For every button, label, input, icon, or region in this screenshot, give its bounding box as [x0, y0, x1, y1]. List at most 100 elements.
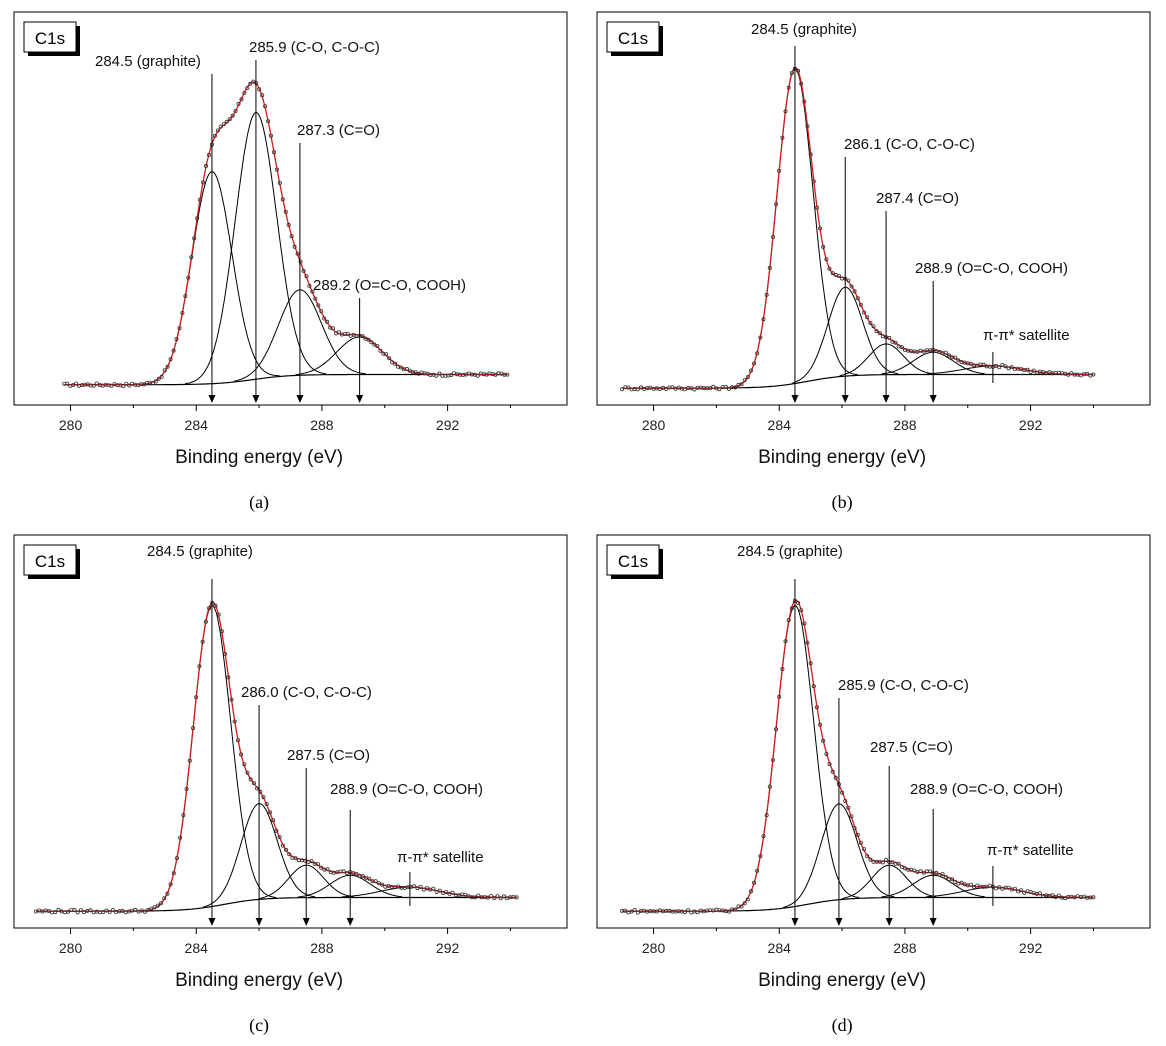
data-point [827, 762, 832, 767]
data-point [183, 293, 188, 298]
data-point [780, 135, 785, 140]
data-point [752, 880, 757, 885]
data-point [56, 907, 61, 912]
data-point [274, 167, 279, 172]
data-point [1053, 895, 1058, 900]
x-tick-label: 288 [893, 940, 917, 956]
data-point [46, 908, 51, 913]
data-point [862, 847, 867, 852]
data-point [811, 684, 816, 689]
data-point [1066, 372, 1071, 377]
data-point [1056, 893, 1061, 898]
data-point [739, 904, 744, 909]
data-point [421, 887, 426, 892]
data-point [1091, 372, 1096, 377]
data-point [206, 152, 211, 157]
peak-annotation: 286.0 (C-O, C-O-C) [241, 684, 372, 701]
data-point [322, 316, 327, 321]
data-point [74, 381, 79, 386]
data-point [292, 244, 297, 249]
data-point [449, 373, 454, 378]
xps-panel-a: 280 284 288 292 Binding energy (eV) (a) C1s 284… [13, 11, 568, 513]
data-point [194, 695, 199, 700]
data-point [635, 910, 640, 915]
data-point [514, 895, 519, 900]
satellite-annotation: π-π* satellite [397, 849, 484, 866]
data-point [830, 271, 835, 276]
data-point [242, 91, 247, 96]
data-point [360, 874, 365, 879]
data-point [434, 889, 439, 894]
data-point [902, 866, 907, 871]
peak-annotation: 288.9 (O=C-O, COOH) [330, 781, 483, 798]
peak-annotation: 284.5 (graphite) [737, 543, 843, 560]
data-point [953, 879, 958, 884]
data-point [830, 769, 835, 774]
x-tick-label: 292 [436, 940, 460, 956]
data-point [695, 910, 700, 915]
x-tick-label: 280 [59, 417, 83, 433]
data-point [133, 907, 138, 912]
data-point [997, 365, 1002, 370]
data-point [956, 358, 961, 363]
data-point [233, 109, 238, 114]
data-point [858, 840, 863, 845]
data-point [201, 180, 206, 185]
data-point [215, 128, 220, 133]
data-point [78, 908, 83, 913]
data-point [786, 618, 791, 623]
panel-label: (b) [832, 492, 853, 513]
data-point [968, 882, 973, 887]
data-point [91, 383, 96, 388]
arrow-down-icon [885, 918, 893, 926]
data-point [686, 908, 691, 913]
data-point [301, 268, 306, 273]
data-point [912, 868, 917, 873]
data-point [495, 894, 500, 899]
peak-annotation: 286.1 (C-O, C-O-C) [844, 136, 975, 153]
data-point [390, 360, 395, 365]
data-point [799, 608, 804, 613]
data-point [192, 236, 197, 241]
data-point [325, 319, 330, 324]
data-point [200, 639, 205, 644]
data-point [498, 896, 503, 901]
x-tick-label: 288 [310, 417, 334, 433]
data-point [277, 180, 282, 185]
data-point [814, 705, 819, 710]
arrow-down-icon [791, 918, 799, 926]
x-tick-label: 284 [185, 417, 209, 433]
envelope-fit-curve [622, 66, 1094, 389]
background-line [622, 896, 1094, 912]
data-point [928, 869, 933, 874]
arrow-down-icon [882, 395, 890, 403]
data-point [758, 853, 763, 858]
data-point [412, 884, 417, 889]
arrow-down-icon [356, 395, 364, 403]
data-point [868, 320, 873, 325]
data-point [313, 296, 318, 301]
data-point [726, 386, 731, 391]
data-point [993, 363, 998, 368]
data-point [227, 117, 232, 122]
data-point [796, 68, 801, 73]
data-point [142, 909, 147, 914]
data-point [635, 387, 640, 392]
data-point [811, 179, 816, 184]
data-point [139, 908, 144, 913]
data-point [431, 886, 436, 891]
data-point [1019, 888, 1024, 893]
data-point [65, 381, 70, 386]
data-point [180, 310, 185, 315]
x-tick-label: 288 [893, 417, 917, 433]
experimental-points [620, 598, 1096, 915]
data-point [226, 675, 231, 680]
data-point [203, 163, 208, 168]
data-point [267, 810, 272, 815]
data-point [783, 639, 788, 644]
x-tick-label: 280 [59, 940, 83, 956]
panel-label: (d) [832, 1015, 853, 1036]
data-point [1031, 368, 1036, 373]
data-point [283, 847, 288, 852]
data-point [366, 337, 371, 342]
